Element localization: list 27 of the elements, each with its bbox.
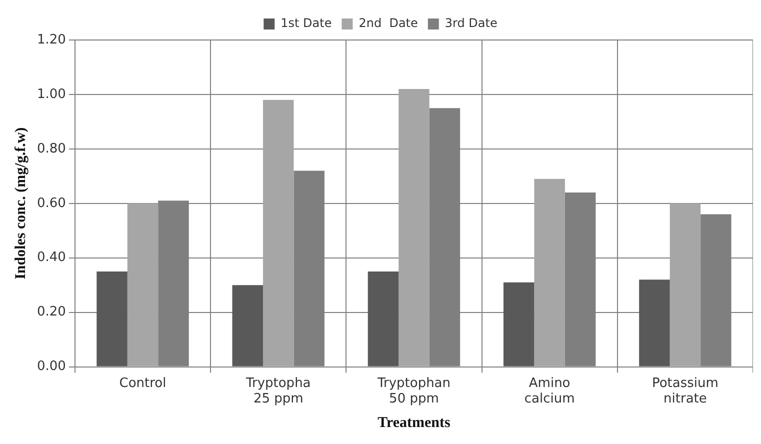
- y-tick-label: 0.60: [36, 196, 66, 211]
- y-tick-label: 0.80: [36, 141, 66, 156]
- y-tick-label: 0.00: [36, 359, 66, 374]
- legend-label: 1st Date: [280, 16, 332, 30]
- bar: [639, 280, 670, 366]
- legend-label: 2nd Date: [358, 16, 418, 30]
- x-tick-label: Amino calcium: [524, 376, 575, 407]
- bar: [398, 89, 430, 366]
- y-axis-title: Indoles conc. (mg/g.f.w): [12, 127, 29, 280]
- y-tick-label: 1.20: [36, 32, 66, 48]
- bar: [368, 271, 399, 366]
- bar: [96, 271, 128, 366]
- x-tick-label: Tryptophan 50 ppm: [376, 376, 451, 407]
- bar: [262, 100, 294, 366]
- bar: [232, 285, 263, 366]
- x-tick-label: Tryptopha 25 ppm: [244, 376, 311, 407]
- y-tick-label: 0.40: [36, 250, 66, 266]
- bar: [534, 178, 565, 366]
- x-axis-title: Treatments: [378, 414, 451, 431]
- bar: [503, 282, 534, 366]
- y-tick-label: 0.20: [36, 304, 66, 320]
- x-tick-label: Potassium nitrate: [652, 376, 718, 407]
- x-tick-label: Control: [119, 376, 166, 391]
- y-tick-label: 1.00: [36, 86, 66, 102]
- bar: [127, 203, 158, 366]
- bar: [670, 203, 701, 366]
- legend-label: 3rd Date: [444, 16, 498, 30]
